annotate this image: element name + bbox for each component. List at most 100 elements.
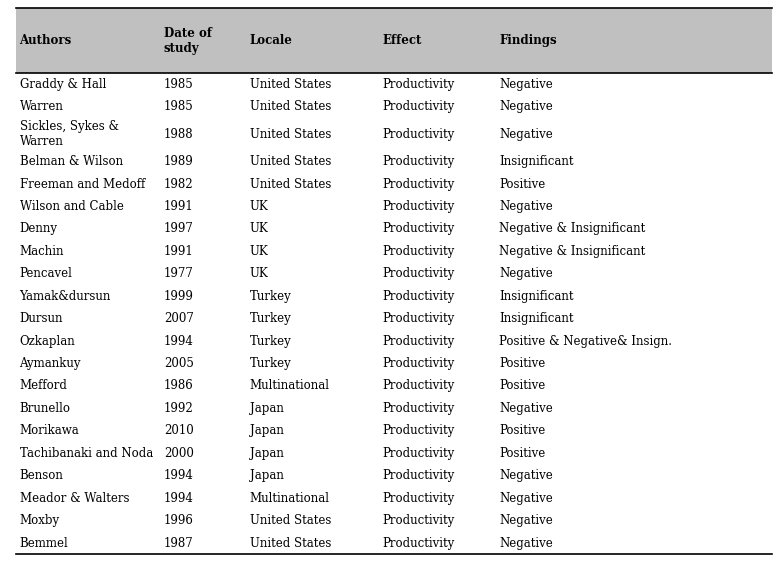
Text: Turkey: Turkey: [250, 312, 292, 325]
Text: Bemmel: Bemmel: [20, 536, 69, 550]
Text: Negative: Negative: [499, 200, 553, 213]
Text: Wilson and Cable: Wilson and Cable: [20, 200, 123, 213]
Text: Productivity: Productivity: [382, 469, 455, 482]
Bar: [16, 352, 772, 375]
Text: 1991: 1991: [164, 245, 193, 258]
Text: Locale: Locale: [250, 34, 292, 47]
Text: Turkey: Turkey: [250, 334, 292, 348]
Bar: [16, 8, 772, 73]
Text: Japan: Japan: [250, 424, 283, 438]
Text: Ozkaplan: Ozkaplan: [20, 334, 75, 348]
Bar: [16, 465, 772, 487]
Text: United States: United States: [250, 100, 331, 113]
Text: 1994: 1994: [164, 469, 193, 482]
Text: 1977: 1977: [164, 267, 193, 280]
Text: Authors: Authors: [20, 34, 72, 47]
Text: Productivity: Productivity: [382, 334, 455, 348]
Text: Productivity: Productivity: [382, 402, 455, 415]
Text: Effect: Effect: [382, 34, 421, 47]
Text: Turkey: Turkey: [250, 289, 292, 303]
Text: Japan: Japan: [250, 402, 283, 415]
Text: Japan: Japan: [250, 469, 283, 482]
Text: United States: United States: [250, 127, 331, 141]
Text: 2000: 2000: [164, 447, 193, 460]
Text: Positive: Positive: [499, 447, 545, 460]
Text: Morikawa: Morikawa: [20, 424, 80, 438]
Text: 2010: 2010: [164, 424, 193, 438]
Text: Aymankuy: Aymankuy: [20, 357, 81, 370]
Text: Productivity: Productivity: [382, 200, 455, 213]
Text: Productivity: Productivity: [382, 357, 455, 370]
Text: 1996: 1996: [164, 514, 193, 527]
Text: Productivity: Productivity: [382, 424, 455, 438]
Text: Productivity: Productivity: [382, 267, 455, 280]
Text: UK: UK: [250, 222, 268, 236]
Text: 1986: 1986: [164, 379, 193, 393]
Text: Positive: Positive: [499, 177, 545, 191]
Text: Negative: Negative: [499, 514, 553, 527]
Bar: [16, 442, 772, 465]
Text: Positive: Positive: [499, 379, 545, 393]
Text: Productivity: Productivity: [382, 100, 455, 113]
Text: Date of
study: Date of study: [164, 27, 212, 54]
Bar: [16, 240, 772, 263]
Text: 1982: 1982: [164, 177, 193, 191]
Text: Productivity: Productivity: [382, 312, 455, 325]
Bar: [16, 397, 772, 420]
Text: Japan: Japan: [250, 447, 283, 460]
Bar: [16, 330, 772, 352]
Text: 1989: 1989: [164, 155, 193, 168]
Text: Negative: Negative: [499, 536, 553, 550]
Text: Negative & Insignificant: Negative & Insignificant: [499, 222, 646, 236]
Text: Findings: Findings: [499, 34, 557, 47]
Text: 1991: 1991: [164, 200, 193, 213]
Text: Insignificant: Insignificant: [499, 155, 574, 168]
Bar: [16, 118, 772, 150]
Text: United States: United States: [250, 536, 331, 550]
Text: Negative: Negative: [499, 402, 553, 415]
Text: Positive & Negative& Insign.: Positive & Negative& Insign.: [499, 334, 672, 348]
Text: UK: UK: [250, 267, 268, 280]
Text: 1987: 1987: [164, 536, 193, 550]
Text: Turkey: Turkey: [250, 357, 292, 370]
Text: Meador & Walters: Meador & Walters: [20, 491, 129, 505]
Text: 1994: 1994: [164, 334, 193, 348]
Text: Insignificant: Insignificant: [499, 312, 574, 325]
Text: Warren: Warren: [20, 100, 63, 113]
Text: Tachibanaki and Noda: Tachibanaki and Noda: [20, 447, 153, 460]
Text: Productivity: Productivity: [382, 222, 455, 236]
Text: Productivity: Productivity: [382, 127, 455, 141]
Text: Productivity: Productivity: [382, 536, 455, 550]
Text: 1985: 1985: [164, 100, 193, 113]
Text: Productivity: Productivity: [382, 289, 455, 303]
Text: Positive: Positive: [499, 357, 545, 370]
Text: Negative: Negative: [499, 77, 553, 91]
Bar: [16, 263, 772, 285]
Text: 2007: 2007: [164, 312, 193, 325]
Text: Productivity: Productivity: [382, 514, 455, 527]
Text: United States: United States: [250, 77, 331, 91]
Text: 1994: 1994: [164, 491, 193, 505]
Text: Multinational: Multinational: [250, 379, 330, 393]
Text: 1992: 1992: [164, 402, 193, 415]
Bar: [16, 218, 772, 240]
Text: Productivity: Productivity: [382, 379, 455, 393]
Text: 1988: 1988: [164, 127, 193, 141]
Text: Negative: Negative: [499, 100, 553, 113]
Text: Negative: Negative: [499, 127, 553, 141]
Text: Negative: Negative: [499, 469, 553, 482]
Bar: [16, 307, 772, 330]
Text: Machin: Machin: [20, 245, 64, 258]
Bar: [16, 487, 772, 509]
Text: UK: UK: [250, 200, 268, 213]
Text: Belman & Wilson: Belman & Wilson: [20, 155, 122, 168]
Text: Denny: Denny: [20, 222, 58, 236]
Text: Mefford: Mefford: [20, 379, 67, 393]
Text: Negative: Negative: [499, 491, 553, 505]
Bar: [16, 532, 772, 554]
Text: Moxby: Moxby: [20, 514, 59, 527]
Text: 1985: 1985: [164, 77, 193, 91]
Text: 2005: 2005: [164, 357, 193, 370]
Text: 1999: 1999: [164, 289, 193, 303]
Text: United States: United States: [250, 155, 331, 168]
